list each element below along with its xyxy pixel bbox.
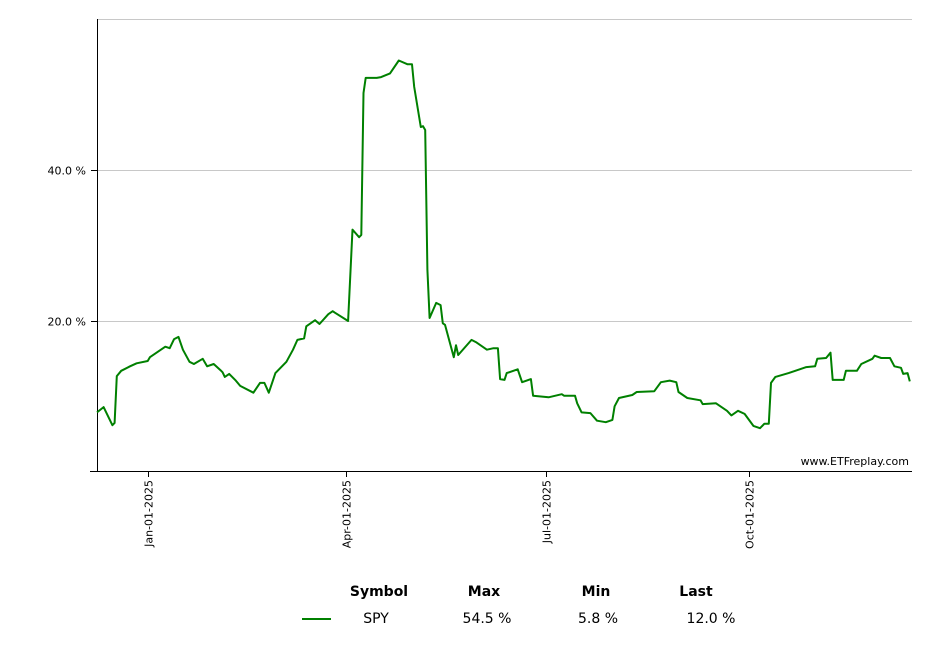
series-line-spy <box>96 59 911 430</box>
x-tick-label: Apr-01-2025 <box>341 480 354 548</box>
legend-swatch-spy <box>302 618 331 620</box>
y-tick-label: 40.0 % <box>48 165 86 178</box>
legend-header-min: Min <box>581 584 611 600</box>
legend-header-last: Last <box>679 584 713 600</box>
watermark: www.ETFreplay.com <box>801 455 909 468</box>
x-tick-label: Jan-01-2025 <box>143 480 156 548</box>
legend-header-max: Max <box>467 584 501 600</box>
legend-symbol: SPY <box>363 611 389 627</box>
y-tick-label: 20.0 % <box>48 316 86 329</box>
legend-last: 12.0 % <box>686 611 736 627</box>
x-tick-label: Oct-01-2025 <box>744 480 757 549</box>
legend-max: 54.5 % <box>462 611 512 627</box>
legend-min: 5.8 % <box>577 611 619 627</box>
legend-header-symbol: Symbol <box>349 584 409 600</box>
x-tick-label: Jul-01-2025 <box>541 480 554 544</box>
